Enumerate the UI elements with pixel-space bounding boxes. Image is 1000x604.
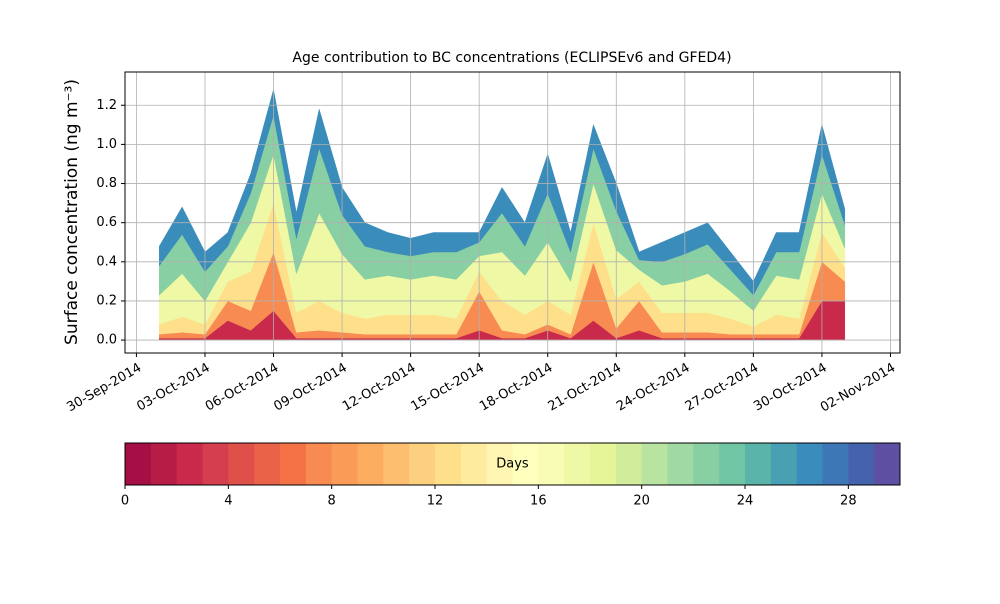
colorbar-cell — [538, 443, 565, 485]
y-tick-label: 1.0 — [96, 137, 117, 152]
colorbar-cell — [383, 443, 410, 485]
plot-frame — [124, 71, 901, 354]
colorbar-tick-label: 0 — [121, 494, 129, 509]
colorbar-cell — [150, 443, 178, 485]
colorbar-cell — [615, 443, 643, 485]
colorbar-cell — [125, 443, 152, 485]
y-axis-label: Surface concentration (ng m⁻³) — [62, 79, 82, 345]
x-tick-label: 27-Oct-2014 — [683, 361, 761, 415]
y-tick-label: 1.2 — [96, 98, 117, 113]
area-layer — [159, 89, 846, 296]
colorbar-cell — [280, 443, 307, 485]
colorbar-cell — [331, 443, 358, 485]
colorbar-cell — [848, 443, 875, 485]
x-tick-label: 30-Sep-2014 — [64, 361, 144, 416]
x-tick-label: 24-Oct-2014 — [614, 361, 692, 415]
x-tick-label: 03-Oct-2014 — [134, 361, 212, 415]
colorbar-cell — [202, 443, 229, 485]
x-tick-label: 12-Oct-2014 — [340, 361, 418, 415]
colorbar-cell — [693, 443, 720, 485]
x-tick-label: 30-Oct-2014 — [751, 361, 829, 415]
y-tick-label: 0.2 — [96, 293, 117, 308]
x-tick-label: 09-Oct-2014 — [271, 361, 349, 415]
colorbar-cell — [486, 443, 513, 485]
colorbar-cell — [641, 443, 668, 485]
colorbar-label: Days — [496, 457, 529, 472]
colorbar-cell — [822, 443, 849, 485]
colorbar-cell — [667, 443, 694, 485]
y-tick-label: 0.6 — [96, 215, 117, 230]
colorbar-tick-label: 20 — [633, 494, 650, 509]
colorbar-tick-label: 12 — [427, 494, 444, 509]
colorbar-cell — [435, 443, 462, 485]
colorbar-cell — [770, 443, 798, 485]
colorbar-tick-label: 24 — [737, 494, 754, 509]
colorbar-cell — [305, 443, 333, 485]
colorbar-tick-label: 4 — [224, 494, 232, 509]
x-tick-label: 02-Nov-2014 — [818, 361, 898, 416]
colorbar-cell — [357, 443, 384, 485]
colorbar-cell — [874, 443, 901, 485]
colorbar-cell — [228, 443, 255, 485]
colorbar-cell — [512, 443, 539, 485]
colorbar-cell — [719, 443, 746, 485]
colorbar-cell — [409, 443, 436, 485]
x-tick-label: 15-Oct-2014 — [409, 361, 487, 415]
x-tick-label: 06-Oct-2014 — [203, 361, 281, 415]
y-tick-label: 0.8 — [96, 176, 117, 191]
colorbar-cell — [564, 443, 591, 485]
x-tick-label: 18-Oct-2014 — [477, 361, 555, 415]
colorbar-cell — [745, 443, 772, 485]
x-tick-label: 21-Oct-2014 — [546, 361, 624, 415]
colorbar-cell — [590, 443, 617, 485]
colorbar-tick-label: 28 — [840, 494, 857, 509]
colorbar-cell — [796, 443, 823, 485]
colorbar-tick-label: 8 — [328, 494, 336, 509]
y-tick-label: 0.0 — [96, 333, 117, 348]
colorbar-tick-label: 16 — [530, 494, 547, 509]
chart-title: Age contribution to BC concentrations (E… — [292, 50, 731, 66]
colorbar-cell — [176, 443, 203, 485]
colorbar-cell — [460, 443, 488, 485]
y-tick-label: 0.4 — [96, 254, 117, 269]
colorbar-frame — [124, 442, 901, 486]
colorbar-cell — [254, 443, 281, 485]
